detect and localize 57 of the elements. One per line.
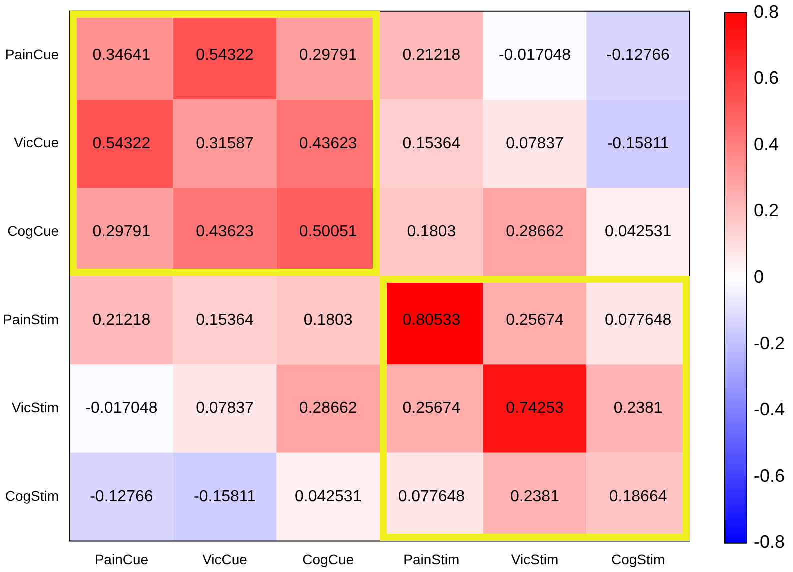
x-tick-label: CogStim: [611, 551, 666, 568]
y-tick-label: VicCue: [14, 134, 60, 151]
x-tick-label: CogCue: [302, 551, 354, 568]
data-label: 0.80533: [402, 312, 461, 329]
data-label: 0.28662: [299, 400, 358, 418]
y-tick-label: CogCue: [8, 223, 60, 240]
data-label: 0.2381: [614, 400, 663, 418]
data-label: -0.15811: [194, 488, 256, 506]
color-bar-label: 0: [754, 266, 764, 287]
data-label: 0.077648: [604, 312, 672, 329]
color-bar-label: -0.4: [754, 400, 786, 420]
data-label: 0.1803: [304, 312, 353, 329]
data-label: 0.042531: [604, 224, 672, 241]
data-label: 0.15364: [196, 312, 254, 329]
data-label: 0.18664: [609, 488, 668, 506]
y-tick-label: VicStim: [12, 400, 60, 416]
data-label: -0.12766: [90, 488, 154, 506]
y-tick-label: CogStim: [5, 488, 60, 504]
data-label: -0.017048: [498, 46, 572, 64]
data-label: 0.29791: [92, 224, 151, 241]
data-label: 0.15364: [402, 135, 461, 152]
data-label: 0.07837: [506, 135, 564, 152]
color-bar-label: -0.2: [754, 333, 786, 354]
data-label: 0.54322: [92, 135, 151, 152]
color-bar-label: 0.2: [754, 200, 780, 221]
x-tick-label: VicCue: [202, 551, 248, 568]
data-label: 0.2381: [510, 488, 560, 506]
x-tick-label: PainStim: [404, 551, 460, 568]
data-label: 0.43623: [196, 224, 254, 241]
data-label: -0.12766: [606, 46, 670, 64]
data-label: 0.25674: [506, 312, 564, 329]
color-bar-label: -0.8: [754, 532, 786, 552]
data-label: 0.21218: [92, 312, 151, 329]
data-label: 0.54322: [196, 46, 254, 64]
data-label: -0.15811: [607, 135, 670, 152]
y-tick-label: PainCue: [5, 46, 60, 62]
color-bar-label: 0.8: [754, 2, 780, 22]
y-tick-label: PainStim: [2, 311, 60, 328]
color-bar-label: 0.4: [754, 134, 780, 154]
data-label: 0.31587: [196, 135, 254, 152]
data-label: 0.1803: [407, 224, 456, 241]
color-bar-label: -0.6: [754, 466, 786, 486]
x-tick-label: VicStim: [511, 551, 559, 568]
data-label: -0.017048: [86, 400, 158, 418]
data-label: 0.74253: [506, 400, 564, 418]
data-label: 0.43623: [299, 135, 358, 152]
data-label: 0.042531: [294, 488, 362, 506]
data-label: 0.07837: [196, 400, 254, 418]
color-bar-label: 0.6: [754, 68, 780, 88]
data-label: 0.50051: [299, 224, 358, 241]
data-label: 0.29791: [299, 46, 358, 64]
data-label: 0.34641: [92, 46, 151, 64]
data-label: 0.25674: [402, 400, 461, 418]
data-label: 0.21218: [402, 46, 461, 64]
x-tick-label: PainCue: [94, 551, 149, 568]
data-label: 0.077648: [398, 488, 466, 506]
data-label: 0.28662: [506, 224, 564, 241]
